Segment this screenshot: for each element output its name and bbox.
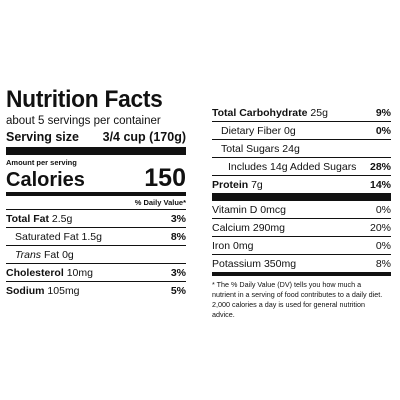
nutrient-name: Saturated Fat — [15, 230, 79, 243]
nutrient-row-total-sugars: Total Sugars 24g — [212, 140, 391, 158]
vitamin-amount: 0mg — [233, 239, 254, 252]
nutrient-name: Total Sugars — [221, 142, 280, 155]
nutrient-row-total-fat: Total Fat 2.5g 3% — [6, 210, 186, 228]
nutrient-dv: 0% — [375, 124, 391, 137]
nutrient-name: Total Fat — [6, 212, 49, 225]
nutrient-name: Sodium — [6, 284, 45, 297]
nutrient-amount: 24g — [282, 142, 300, 155]
nutrient-name: Protein — [212, 178, 249, 191]
serving-size-row: Serving size 3/4 cup (170g) — [6, 129, 186, 155]
servings-per-container: about 5 servings per container — [6, 115, 161, 127]
nutrient-row-dietary-fiber: Dietary Fiber 0g 0% — [212, 122, 391, 140]
nutrient-amount: 2.5g — [51, 212, 73, 225]
nutrient-name: Total Carbohydrate — [212, 106, 308, 119]
calories-value: 150 — [144, 164, 186, 192]
vitamin-dv: 8% — [375, 257, 391, 270]
nutrient-name: Trans — [15, 248, 42, 261]
daily-value-header: % Daily Value* — [6, 196, 186, 210]
vitamin-row-iron: Iron 0mg 0% — [212, 237, 391, 255]
nutrition-facts-left-panel: Nutrition Facts about 5 servings per con… — [6, 87, 186, 299]
nutrient-amount: 7g — [251, 178, 263, 191]
nutrient-amount: 105mg — [47, 284, 80, 297]
nutrient-dv: 3% — [170, 212, 186, 225]
nutrient-row-added-sugars: Includes 14g Added Sugars 28% — [212, 158, 391, 176]
vitamin-dv: 20% — [369, 221, 391, 234]
vitamin-name: Iron — [212, 239, 231, 252]
vitamin-name: Calcium — [212, 221, 250, 234]
nutrition-facts-right-panel: Total Carbohydrate 25g 9% Dietary Fiber … — [212, 104, 391, 320]
nutrient-row-saturated-fat: Saturated Fat 1.5g 8% — [6, 228, 186, 246]
nutrient-dv: 5% — [170, 284, 186, 297]
vitamin-row-potassium: Potassium 350mg 8% — [212, 255, 391, 276]
nutrient-dv: 8% — [170, 230, 186, 243]
nutrient-dv: 9% — [375, 106, 391, 119]
vitamin-dv: 0% — [375, 239, 391, 252]
amount-per-serving: Amount per serving — [6, 158, 77, 167]
vitamin-amount: 350mg — [263, 257, 297, 270]
nutrient-dv: 14% — [369, 178, 391, 191]
nutrient-dv: 3% — [170, 266, 186, 279]
nutrient-amount: 0g — [62, 248, 74, 261]
nutrient-dv: 28% — [369, 160, 391, 173]
nutrient-amount: 14g Added Sugars — [270, 160, 357, 173]
daily-value-footnote: * The % Daily Value (DV) tells you how m… — [212, 280, 383, 319]
serving-size-value: 3/4 cup (170g) — [102, 130, 186, 144]
nutrient-row-cholesterol: Cholesterol 10mg 3% — [6, 264, 186, 282]
vitamin-amount: 290mg — [252, 221, 285, 234]
calories-row: Calories 150 — [6, 164, 186, 196]
vitamin-row-vitamin-d: Vitamin D 0mcg 0% — [212, 201, 391, 219]
nutrient-name: Includes — [228, 160, 268, 173]
nutrient-row-trans-fat: Trans Fat 0g — [6, 246, 186, 264]
vitamin-dv: 0% — [375, 203, 391, 216]
label-title: Nutrition Facts — [6, 86, 163, 113]
nutrient-row-sodium: Sodium 105mg 5% — [6, 282, 186, 299]
nutrient-row-total-carbohydrate: Total Carbohydrate 25g 9% — [212, 104, 391, 122]
nutrient-name-suffix: Fat — [43, 248, 60, 261]
nutrient-name: Cholesterol — [6, 266, 64, 279]
nutrient-amount: 25g — [310, 106, 328, 119]
nutrient-amount: 10mg — [66, 266, 93, 279]
nutrient-amount: 1.5g — [81, 230, 102, 243]
nutrient-name: Dietary Fiber — [221, 124, 282, 137]
vitamin-amount: 0mcg — [260, 203, 286, 216]
calories-label: Calories — [6, 169, 85, 191]
vitamin-name: Potassium — [212, 257, 262, 270]
vitamin-name: Vitamin D — [212, 203, 258, 216]
nutrient-amount: 0g — [284, 124, 296, 137]
serving-size-label: Serving size — [6, 130, 79, 144]
nutrient-row-protein: Protein 7g 14% — [212, 176, 391, 201]
vitamin-row-calcium: Calcium 290mg 20% — [212, 219, 391, 237]
